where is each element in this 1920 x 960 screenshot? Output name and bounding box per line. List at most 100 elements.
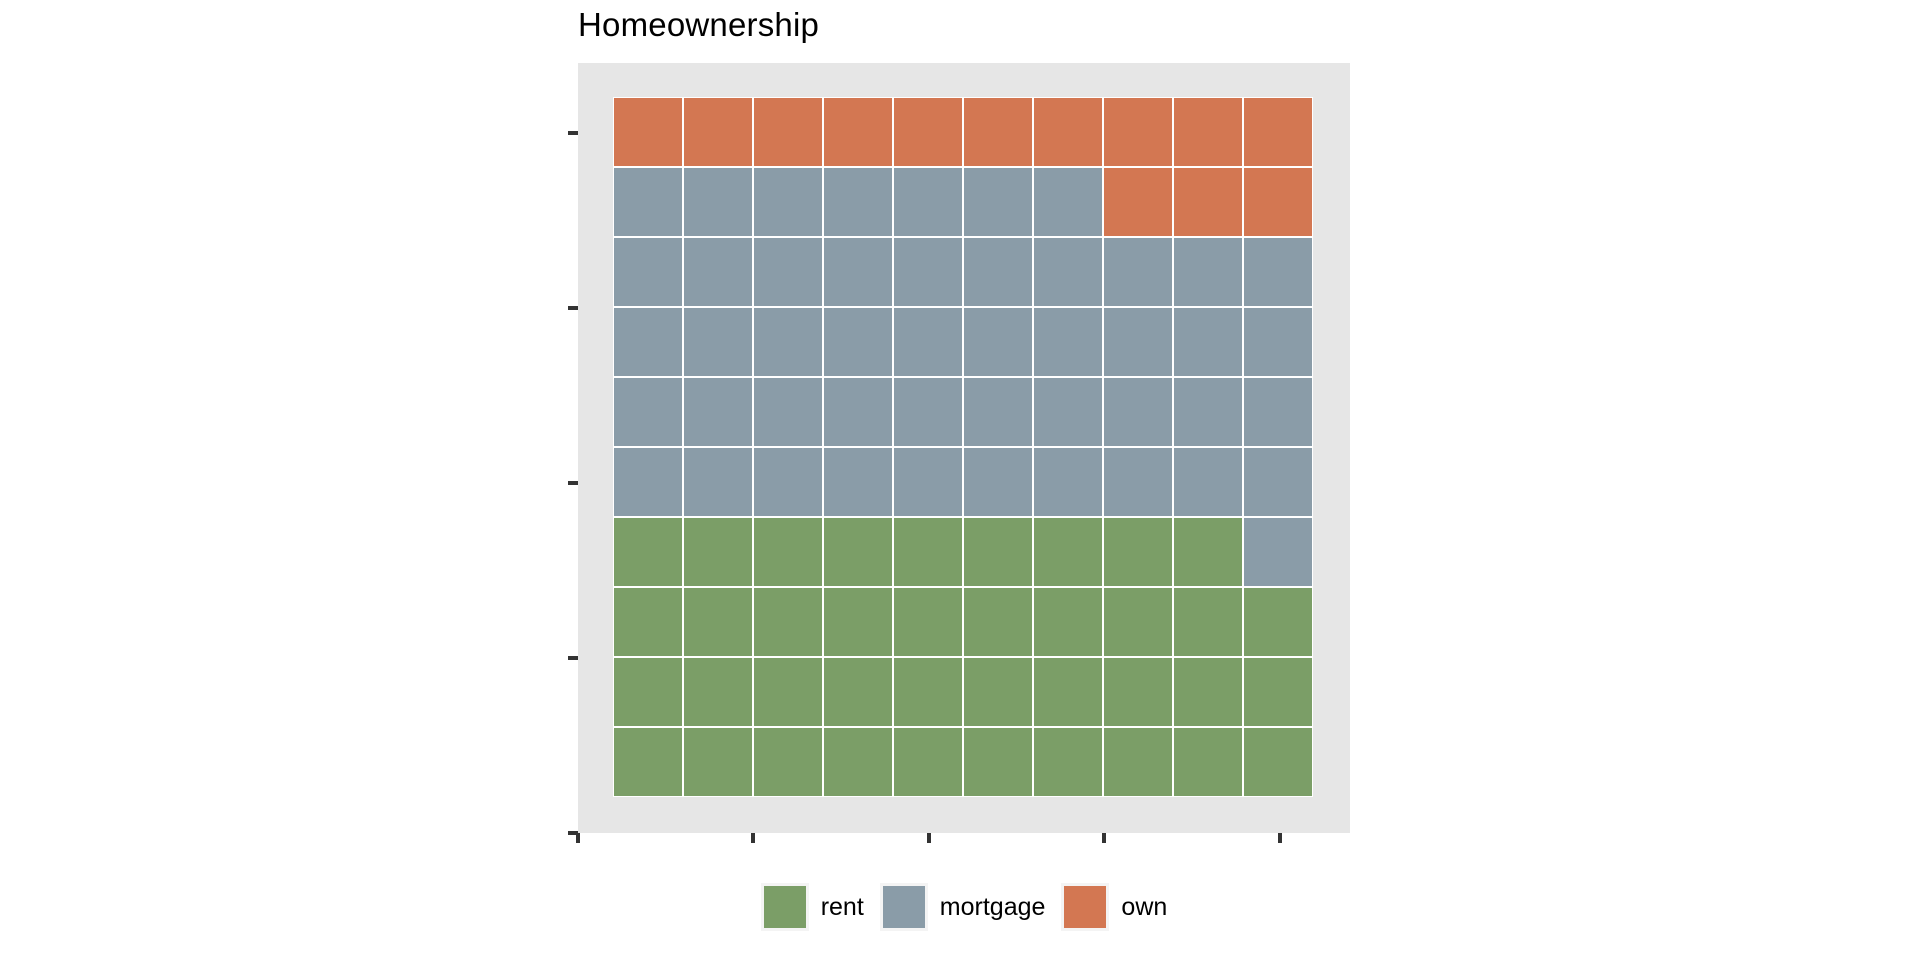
waffle-cell-mortgage	[1103, 447, 1173, 517]
waffle-cell-mortgage	[1033, 307, 1103, 377]
y-axis-tick	[568, 131, 578, 135]
waffle-cell-rent	[683, 587, 753, 657]
waffle-cell-own	[1103, 97, 1173, 167]
legend-label-mortgage: mortgage	[939, 892, 1046, 921]
waffle-cell-rent	[1103, 727, 1173, 797]
waffle-cell-mortgage	[1103, 377, 1173, 447]
waffle-cell-mortgage	[823, 377, 893, 447]
waffle-cell-rent	[823, 587, 893, 657]
legend-item-rent: rent	[760, 883, 864, 931]
waffle-cell-rent	[613, 727, 683, 797]
waffle-cell-own	[613, 97, 683, 167]
waffle-cell-mortgage	[823, 237, 893, 307]
waffle-cell-mortgage	[963, 447, 1033, 517]
x-axis-tick	[926, 833, 931, 843]
waffle-cell-own	[1173, 97, 1243, 167]
waffle-cell-mortgage	[613, 377, 683, 447]
waffle-cell-rent	[613, 517, 683, 587]
waffle-cell-own	[963, 97, 1033, 167]
waffle-cell-rent	[1033, 727, 1103, 797]
waffle-cell-mortgage	[1243, 517, 1313, 587]
waffle-cell-mortgage	[1173, 237, 1243, 307]
waffle-grid	[613, 97, 1313, 797]
legend-key-rent	[760, 883, 809, 931]
waffle-cell-mortgage	[683, 377, 753, 447]
waffle-cell-rent	[823, 657, 893, 727]
waffle-cell-mortgage	[683, 447, 753, 517]
waffle-cell-mortgage	[963, 237, 1033, 307]
waffle-cell-rent	[1103, 657, 1173, 727]
waffle-cell-rent	[963, 657, 1033, 727]
plot-panel	[578, 63, 1350, 833]
waffle-cell-mortgage	[753, 307, 823, 377]
waffle-cell-mortgage	[963, 377, 1033, 447]
waffle-cell-mortgage	[1033, 167, 1103, 237]
waffle-cell-mortgage	[753, 377, 823, 447]
waffle-cell-mortgage	[963, 307, 1033, 377]
waffle-cell-mortgage	[1243, 237, 1313, 307]
waffle-cell-own	[683, 97, 753, 167]
y-axis-tick	[568, 656, 578, 660]
waffle-cell-rent	[683, 727, 753, 797]
waffle-cell-rent	[683, 657, 753, 727]
waffle-cell-mortgage	[1103, 237, 1173, 307]
waffle-cell-rent	[963, 517, 1033, 587]
waffle-cell-mortgage	[683, 307, 753, 377]
waffle-cell-own	[1243, 167, 1313, 237]
waffle-cell-rent	[1033, 517, 1103, 587]
waffle-cell-mortgage	[963, 167, 1033, 237]
waffle-cell-rent	[613, 587, 683, 657]
waffle-cell-rent	[753, 517, 823, 587]
legend-swatch-rent	[763, 886, 806, 928]
waffle-cell-rent	[1103, 587, 1173, 657]
waffle-cell-rent	[1173, 657, 1243, 727]
waffle-cell-mortgage	[613, 447, 683, 517]
waffle-cell-own	[1243, 97, 1313, 167]
waffle-cell-rent	[1033, 587, 1103, 657]
waffle-cell-mortgage	[683, 237, 753, 307]
waffle-cell-rent	[753, 587, 823, 657]
waffle-cell-rent	[613, 657, 683, 727]
x-axis-tick	[1102, 833, 1107, 843]
x-axis-tick	[1277, 833, 1282, 843]
legend-item-own: own	[1061, 883, 1167, 931]
waffle-cell-mortgage	[683, 167, 753, 237]
waffle-cell-own	[1033, 97, 1103, 167]
waffle-cell-mortgage	[613, 307, 683, 377]
waffle-cell-rent	[753, 657, 823, 727]
waffle-cell-mortgage	[1033, 447, 1103, 517]
waffle-cell-rent	[753, 727, 823, 797]
waffle-cell-own	[893, 97, 963, 167]
waffle-cell-mortgage	[1243, 307, 1313, 377]
legend-label-own: own	[1121, 892, 1168, 921]
waffle-cell-mortgage	[1033, 237, 1103, 307]
waffle-cell-rent	[1173, 727, 1243, 797]
legend-swatch-own	[1064, 886, 1107, 928]
waffle-cell-mortgage	[893, 377, 963, 447]
waffle-cell-rent	[683, 517, 753, 587]
chart-title: Homeownership	[578, 6, 820, 43]
waffle-cell-own	[823, 97, 893, 167]
waffle-cell-own	[1173, 167, 1243, 237]
y-axis-tick	[568, 481, 578, 485]
waffle-cell-own	[1103, 167, 1173, 237]
waffle-cell-mortgage	[753, 237, 823, 307]
waffle-cell-rent	[893, 587, 963, 657]
waffle-cell-mortgage	[823, 167, 893, 237]
waffle-cell-rent	[1103, 517, 1173, 587]
waffle-cell-rent	[1173, 517, 1243, 587]
waffle-cell-rent	[823, 517, 893, 587]
waffle-cell-mortgage	[1243, 447, 1313, 517]
waffle-cell-rent	[893, 517, 963, 587]
waffle-cell-mortgage	[1033, 377, 1103, 447]
waffle-cell-mortgage	[893, 307, 963, 377]
x-axis-tick	[576, 833, 580, 843]
waffle-cell-rent	[1243, 727, 1313, 797]
waffle-cell-mortgage	[893, 167, 963, 237]
waffle-cell-own	[753, 97, 823, 167]
x-axis-tick	[751, 833, 756, 843]
y-axis-tick	[568, 831, 578, 835]
waffle-cell-mortgage	[1243, 377, 1313, 447]
waffle-cell-mortgage	[613, 237, 683, 307]
